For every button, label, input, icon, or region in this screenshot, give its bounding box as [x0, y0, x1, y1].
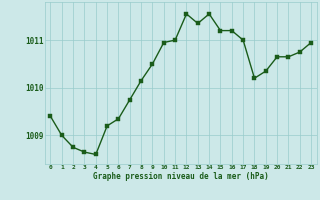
- X-axis label: Graphe pression niveau de la mer (hPa): Graphe pression niveau de la mer (hPa): [93, 172, 269, 181]
